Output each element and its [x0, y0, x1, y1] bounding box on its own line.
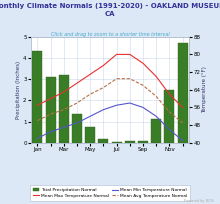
Text: Monthly Climate Normals (1991-2020) - OAKLAND MUSEUM,
CA: Monthly Climate Normals (1991-2020) - OA… [0, 3, 220, 17]
Y-axis label: Temperature (°F): Temperature (°F) [202, 66, 207, 113]
Text: Powered by RCIS: Powered by RCIS [184, 199, 213, 203]
Y-axis label: Precipitation (Inches): Precipitation (Inches) [16, 61, 21, 119]
Bar [178, 43, 187, 143]
Bar [85, 127, 95, 143]
Bar [72, 114, 82, 143]
Bar [151, 120, 161, 143]
Bar [125, 141, 135, 143]
Bar [99, 139, 108, 143]
Bar [33, 51, 42, 143]
Text: Click and drag to zoom to a shorter time interval: Click and drag to zoom to a shorter time… [51, 32, 169, 37]
Bar [46, 77, 56, 143]
Bar [112, 142, 121, 143]
Bar [59, 75, 69, 143]
Bar [165, 90, 174, 143]
Bar [138, 141, 148, 143]
Legend: Total Precipitation Normal, Mean Max Temperature Normal, Mean Min Temperature No: Total Precipitation Normal, Mean Max Tem… [30, 185, 190, 201]
